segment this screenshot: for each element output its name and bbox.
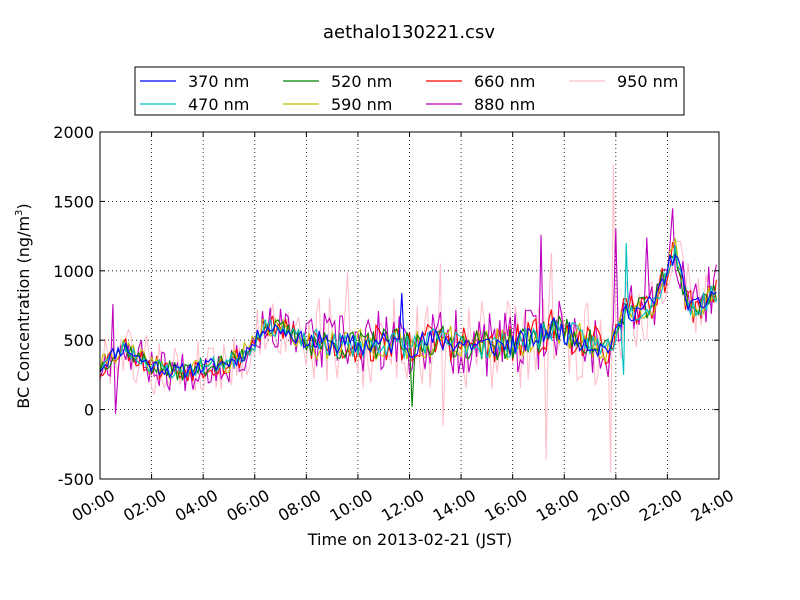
x-tick-label: 22:00: [636, 486, 685, 526]
legend-label: 590 nm: [331, 95, 392, 114]
x-axis-label: Time on 2013-02-21 (JST): [307, 530, 512, 549]
series-line-950-nm: [100, 163, 717, 473]
y-axis-label-close: ): [14, 203, 33, 209]
x-tick-label: 06:00: [223, 486, 272, 526]
legend-label: 470 nm: [188, 95, 249, 114]
y-tick-label: 500: [63, 331, 94, 350]
legend-label: 520 nm: [331, 72, 392, 91]
chart-title: aethalo130221.csv: [323, 22, 495, 43]
x-tick-label: 02:00: [120, 486, 169, 526]
series-line-470-nm: [100, 242, 717, 379]
y-tick-label: 0: [84, 401, 94, 420]
y-axis-label-superscript: 3: [14, 210, 25, 216]
y-tick-label: 2000: [53, 123, 94, 142]
series-line-370-nm: [100, 254, 717, 380]
x-tick-label: 08:00: [275, 486, 324, 526]
x-tick-label: 00:00: [69, 486, 118, 526]
y-axis-label-main: BC Concentration (ng/m: [14, 216, 33, 409]
x-tick-label: 12:00: [378, 486, 427, 526]
y-axis: -500 0 500 1000 1500 2000: [53, 123, 719, 489]
y-tick-label: 1500: [53, 192, 94, 211]
legend-label: 880 nm: [474, 95, 535, 114]
legend-label: 370 nm: [188, 72, 249, 91]
x-tick-label: 14:00: [430, 486, 479, 526]
x-tick-label: 20:00: [584, 486, 633, 526]
legend-label: 660 nm: [474, 72, 535, 91]
x-tick-label: 18:00: [533, 486, 582, 526]
legend-frame: [134, 66, 685, 116]
y-tick-label: -500: [58, 470, 94, 489]
y-axis-label: BC Concentration (ng/m3): [14, 203, 33, 408]
x-tick-label: 10:00: [327, 486, 376, 526]
x-tick-label: 24:00: [688, 486, 737, 526]
legend-label: 950 nm: [617, 72, 678, 91]
x-tick-label: 16:00: [481, 486, 530, 526]
x-tick-label: 04:00: [172, 486, 221, 526]
legend: 370 nm 470 nm 520 nm 590 nm 660 nm 880 nm 950 …: [134, 66, 685, 116]
plot-lines: [100, 163, 717, 473]
y-tick-label: 1000: [53, 262, 94, 281]
